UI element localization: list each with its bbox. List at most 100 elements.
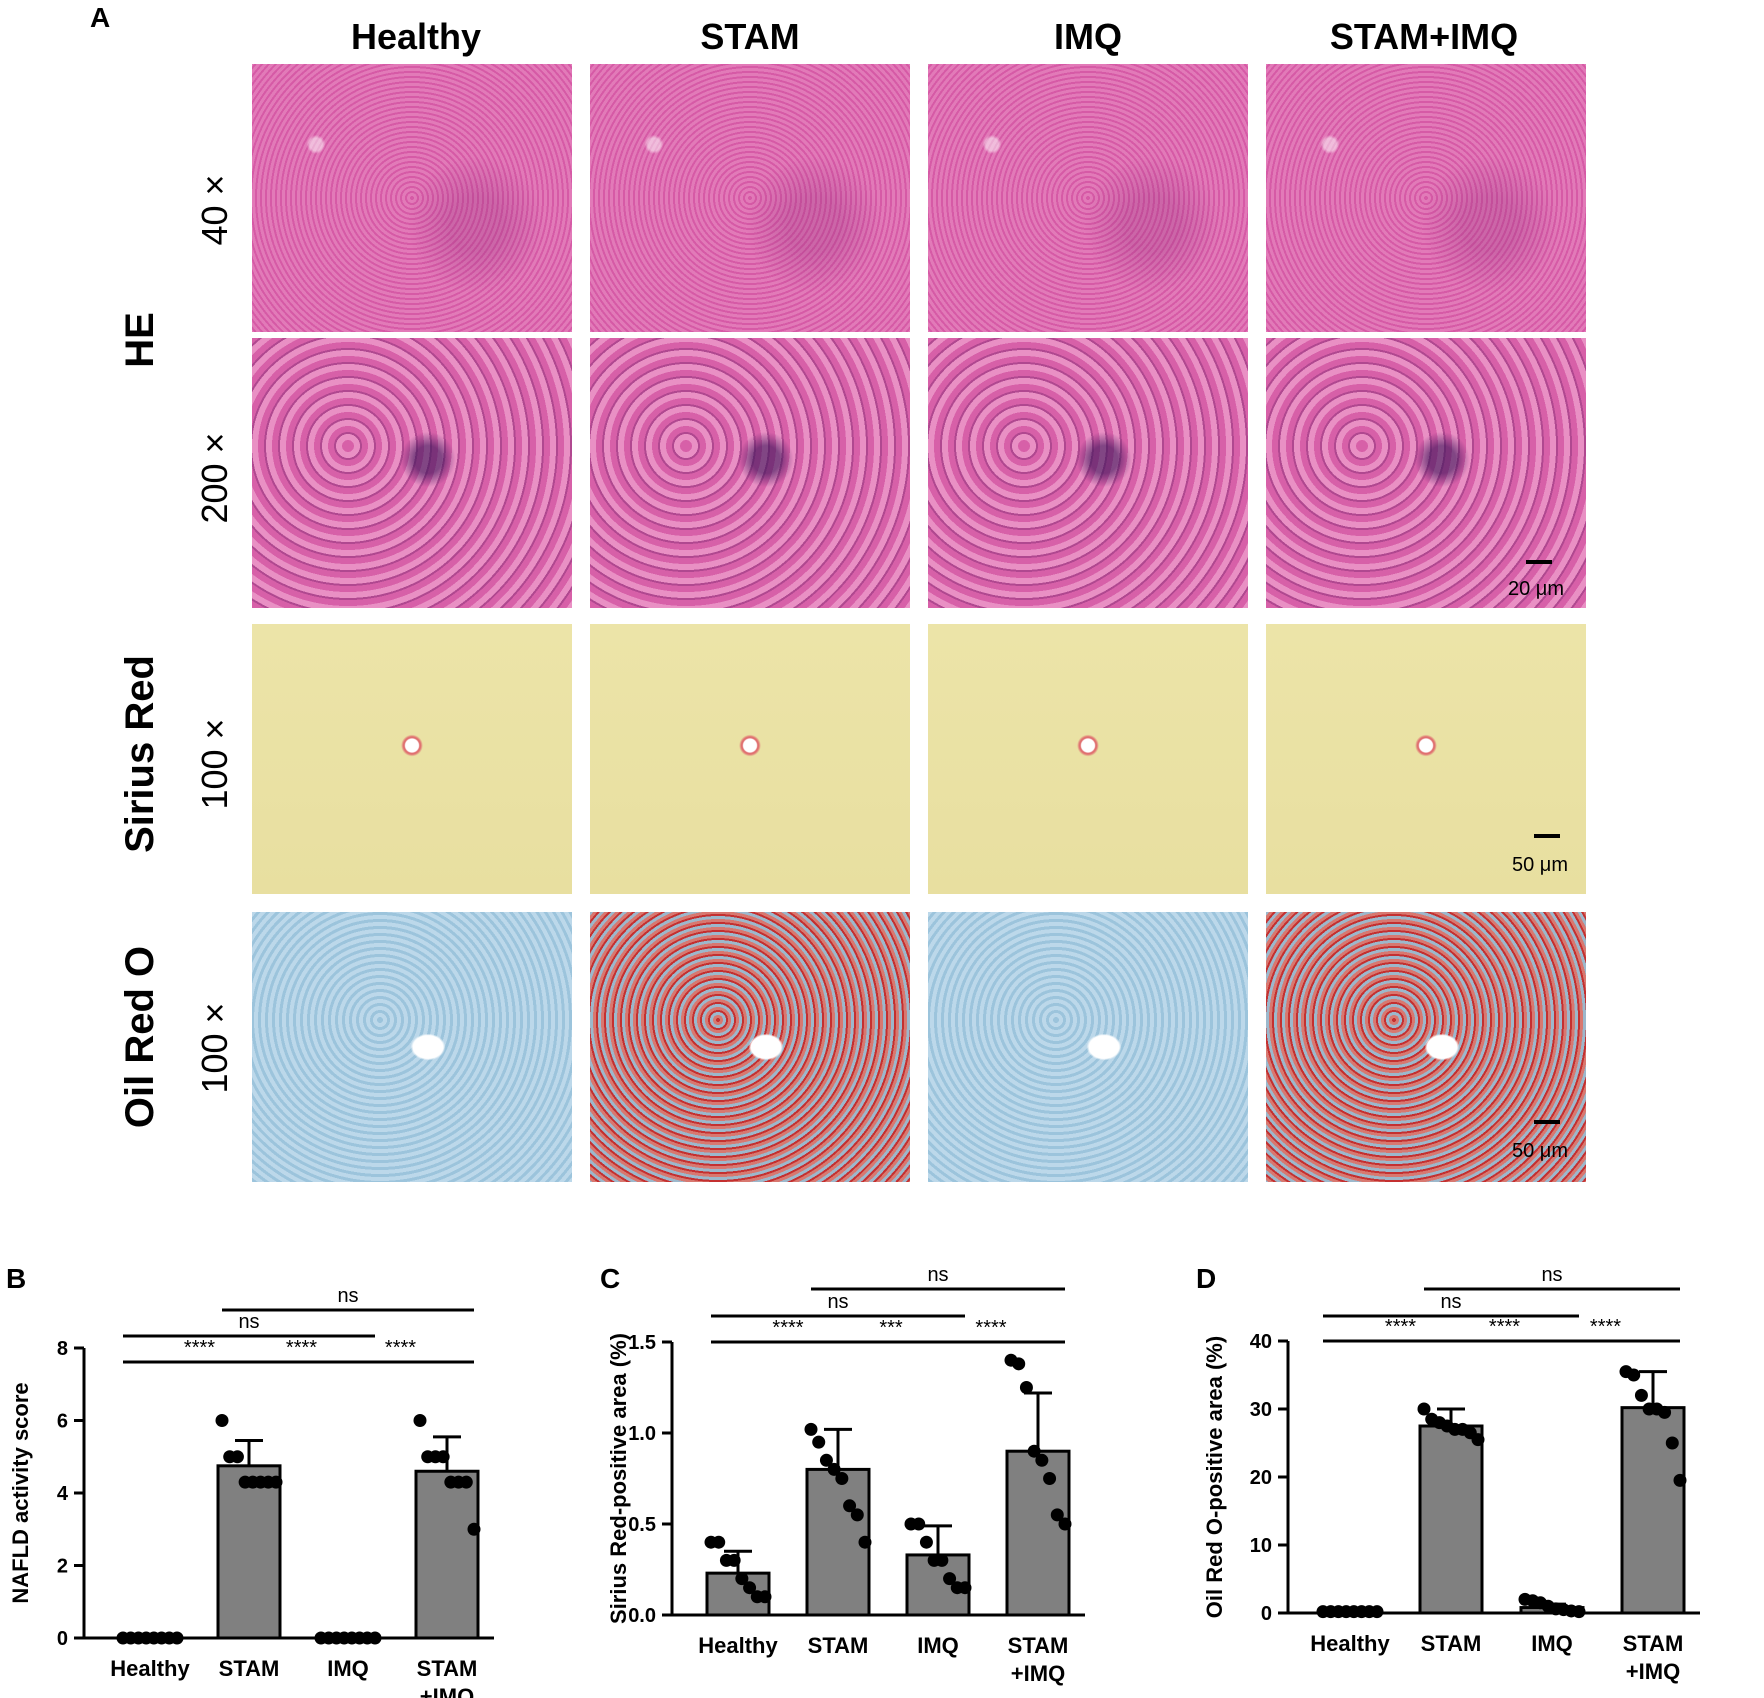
chart-c-data-point — [1012, 1357, 1026, 1371]
chart-b-category-label: STAM — [219, 1656, 280, 1681]
panel-label-a: A — [90, 2, 111, 33]
panel-label-b: B — [6, 1263, 26, 1294]
chart-b-ytick-label: 2 — [57, 1556, 68, 1578]
chart-c-data-point — [819, 1453, 833, 1467]
row-label-oil-red-o: Oil Red O — [118, 945, 162, 1129]
chart-b-ytick-label: 8 — [57, 1338, 68, 1360]
column-header-stam-imq: STAM+IMQ — [1329, 16, 1519, 57]
chart-b-data-point — [230, 1450, 244, 1464]
micrograph-he200-imq — [928, 338, 1248, 608]
magnification-100x-sirius: 100 × — [194, 718, 235, 810]
chart-d-data-point — [1627, 1368, 1641, 1382]
chart-b-data-point — [368, 1631, 382, 1645]
chart-b-significance-label: ns — [238, 1311, 259, 1333]
chart-d-category-label-line: IMQ — [1531, 1631, 1573, 1656]
chart-c-category-label-line: STAM — [1008, 1633, 1069, 1658]
chart-d-ytick-label: 40 — [1250, 1331, 1272, 1353]
chart-b-category-label-line: STAM — [219, 1656, 280, 1681]
chart-c-category-label: Healthy — [698, 1633, 778, 1658]
chart-c-significance-label: *** — [879, 1317, 903, 1339]
chart-d-ytick-label: 10 — [1250, 1535, 1272, 1557]
chart-b-category-label-line: +IMQ — [420, 1684, 474, 1698]
chart-b-significance-label: ns — [337, 1285, 358, 1307]
chart-c-significance-label: ns — [927, 1264, 948, 1286]
chart-d-data-point — [1370, 1605, 1384, 1619]
micrograph-he200-healthy — [252, 338, 572, 608]
chart-d-data-point — [1417, 1402, 1431, 1416]
micrograph-he200-stam — [590, 338, 910, 608]
chart-d-ytick-label: 0 — [1261, 1603, 1272, 1625]
chart-c-data-point — [743, 1581, 757, 1595]
chart-b-data-point — [413, 1414, 427, 1427]
chart-b-ytick-label: 0 — [57, 1628, 68, 1650]
chart-d-category-label: STAM — [1421, 1631, 1482, 1656]
chart-b-data-point — [436, 1450, 450, 1464]
chart-c-data-point — [958, 1581, 972, 1595]
micrograph-sirius-stam — [590, 624, 910, 894]
chart-b-category-label-line: STAM — [417, 1656, 478, 1681]
chart-c-data-point — [843, 1499, 857, 1513]
magnification-200x: 200 × — [194, 432, 235, 524]
chart-b-data-point — [459, 1475, 473, 1489]
chart-c-data-point — [1043, 1472, 1057, 1485]
chart-b-significance-label: **** — [184, 1337, 215, 1359]
chart-c-data-point — [943, 1572, 957, 1586]
micrograph-he40-imq — [928, 64, 1248, 332]
panel-label-c: C — [600, 1263, 620, 1294]
chart-c-significance-label: **** — [772, 1317, 803, 1339]
chart-c-data-point — [804, 1422, 818, 1436]
micrograph-oro-stam-imq — [1266, 912, 1586, 1182]
chart-d-category-label: IMQ — [1531, 1631, 1573, 1656]
chart-c-data-point — [1027, 1444, 1041, 1458]
chart-c-category-label-line: STAM — [808, 1633, 869, 1658]
chart-b-data-point — [170, 1631, 184, 1645]
panel-label-d: D — [1196, 1263, 1216, 1294]
chart-d-ytick-label: 20 — [1250, 1467, 1272, 1489]
chart-d-significance-label: **** — [1590, 1316, 1621, 1338]
chart-d-data-point — [1471, 1433, 1485, 1447]
magnification-100x-oro: 100 × — [194, 1002, 235, 1094]
micrograph-he40-healthy — [252, 64, 572, 332]
chart-c-data-point — [735, 1572, 749, 1586]
scale-bar-sirius — [1534, 834, 1560, 838]
chart-nafld-activity-score: B 0 2 4 6 8 NAFLD activity score Healthy STAM IMQ… — [6, 1263, 494, 1698]
chart-d-ylabel: Oil Red O-positive area (%) — [1202, 1336, 1227, 1618]
scale-label-he: 20 μm — [1508, 578, 1564, 600]
chart-c-ytick-label: 1.5 — [628, 1332, 656, 1354]
chart-c-data-point — [850, 1508, 864, 1522]
chart-d-ytick-label: 30 — [1250, 1399, 1272, 1421]
chart-c-ytick-label: 1.0 — [628, 1423, 656, 1445]
micrograph-sirius-stam-imq — [1266, 624, 1586, 894]
chart-c-data-point — [858, 1535, 872, 1549]
chart-b-ylabel: NAFLD activity score — [8, 1382, 33, 1603]
micrograph-he40-stam-imq — [1266, 64, 1586, 332]
chart-d-significance-label: ns — [1541, 1264, 1562, 1286]
micrograph-oro-stam — [590, 912, 910, 1182]
scale-label-sirius: 50 μm — [1512, 854, 1568, 876]
chart-b-ytick-label: 4 — [57, 1483, 69, 1505]
chart-b-significance-label: **** — [385, 1337, 416, 1359]
chart-c-data-point — [835, 1472, 849, 1485]
chart-b-significance-label: **** — [286, 1337, 317, 1359]
chart-c-data-point — [1058, 1517, 1072, 1531]
column-header-healthy: Healthy — [350, 16, 482, 57]
column-header-stam: STAM — [700, 16, 800, 57]
micrograph-he200-stam-imq — [1266, 338, 1586, 608]
chart-oil-red-o-area: D 0 10 20 30 40 Oil Red O-positive area (%) Hea… — [1196, 1263, 1700, 1684]
scale-label-oro: 50 μm — [1512, 1140, 1568, 1162]
chart-c-category-label: STAM — [808, 1633, 869, 1658]
chart-c-data-point — [919, 1535, 933, 1549]
chart-c-data-point — [1019, 1381, 1033, 1394]
chart-b-category-label-line: IMQ — [327, 1656, 369, 1681]
chart-c-data-point — [912, 1517, 926, 1531]
row-label-sirius-red: Sirius Red — [118, 655, 162, 853]
magnification-40x: 40 × — [194, 174, 235, 246]
micrograph-sirius-healthy — [252, 624, 572, 894]
chart-d-data-point — [1673, 1473, 1687, 1487]
chart-c-data-point — [727, 1553, 741, 1567]
chart-d-category-label: STAM +IMQ — [1623, 1631, 1684, 1684]
chart-b-category-label: IMQ — [327, 1656, 369, 1681]
chart-d-category-label: Healthy — [1310, 1631, 1390, 1656]
chart-d-category-label-line: STAM — [1421, 1631, 1482, 1656]
chart-d-data-point — [1658, 1405, 1672, 1419]
